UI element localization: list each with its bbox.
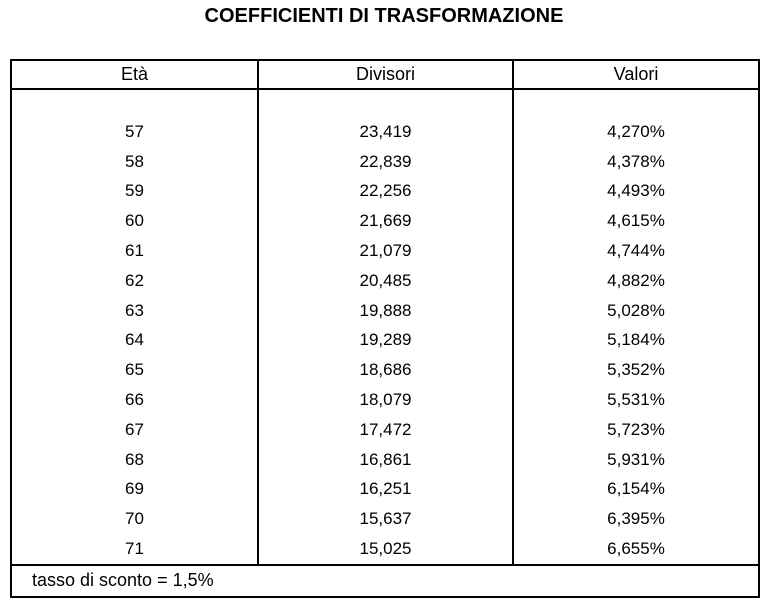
eta-cell: 63 — [10, 295, 259, 326]
eta-cell: 61 — [10, 236, 259, 266]
divisori-cell: 19,289 — [257, 325, 514, 356]
divisori-cell: 17,472 — [257, 414, 514, 445]
divisori-cell: 15,025 — [257, 534, 514, 565]
divisori-cell: 22,839 — [257, 146, 514, 177]
table-row: 57 23,419 4,270% — [10, 117, 760, 147]
valori-cell: 5,531% — [512, 385, 760, 415]
spacer-row — [10, 89, 760, 117]
divisori-cell: 15,637 — [257, 504, 514, 535]
table-row: 66 18,079 5,531% — [10, 385, 760, 415]
valori-cell: 4,615% — [512, 206, 760, 237]
divisori-cell: 19,888 — [257, 295, 514, 326]
valori-cell: 5,931% — [512, 444, 760, 475]
divisori-cell: 21,079 — [257, 236, 514, 266]
table-row: 63 19,888 5,028% — [10, 295, 760, 326]
header-row: Età Divisori Valori — [10, 59, 760, 90]
valori-cell: 4,270% — [512, 117, 760, 147]
table-row: 68 16,861 5,931% — [10, 444, 760, 475]
table-row: 62 20,485 4,882% — [10, 265, 760, 296]
divisori-cell: 18,686 — [257, 355, 514, 386]
valori-cell: 5,028% — [512, 295, 760, 326]
table-row: 69 16,251 6,154% — [10, 474, 760, 505]
spacer-cell — [512, 89, 760, 117]
eta-cell: 65 — [10, 355, 259, 386]
discount-rate-note: tasso di sconto = 1,5% — [10, 563, 760, 598]
eta-cell: 71 — [10, 534, 259, 565]
divisori-cell: 18,079 — [257, 385, 514, 415]
table-row: 71 15,025 6,655% — [10, 534, 760, 565]
valori-cell: 4,882% — [512, 265, 760, 296]
valori-cell: 4,378% — [512, 146, 760, 177]
valori-cell: 6,154% — [512, 474, 760, 505]
table-row: 59 22,256 4,493% — [10, 176, 760, 207]
eta-cell: 68 — [10, 444, 259, 475]
table-row: 61 21,079 4,744% — [10, 236, 760, 266]
eta-cell: 67 — [10, 414, 259, 445]
divisori-cell: 22,256 — [257, 176, 514, 207]
eta-cell: 70 — [10, 504, 259, 535]
valori-cell: 6,655% — [512, 534, 760, 565]
eta-cell: 64 — [10, 325, 259, 356]
footer-row: tasso di sconto = 1,5% — [10, 563, 760, 598]
eta-cell: 58 — [10, 146, 259, 177]
column-header-eta: Età — [10, 59, 259, 90]
eta-cell: 66 — [10, 385, 259, 415]
valori-cell: 6,395% — [512, 504, 760, 535]
divisori-cell: 21,669 — [257, 206, 514, 237]
transformation-coefficients-table: Età Divisori Valori 57 23,419 4,270% 58 22,8… — [10, 59, 760, 598]
table-row: 67 17,472 5,723% — [10, 414, 760, 445]
valori-cell: 5,723% — [512, 414, 760, 445]
table-row: 64 19,289 5,184% — [10, 325, 760, 356]
valori-cell: 4,493% — [512, 176, 760, 207]
table-row: 58 22,839 4,378% — [10, 146, 760, 177]
eta-cell: 57 — [10, 117, 259, 147]
eta-cell: 62 — [10, 265, 259, 296]
spacer-cell — [257, 89, 514, 117]
valori-cell: 5,352% — [512, 355, 760, 386]
divisori-cell: 23,419 — [257, 117, 514, 147]
eta-cell: 69 — [10, 474, 259, 505]
eta-cell: 59 — [10, 176, 259, 207]
divisori-cell: 20,485 — [257, 265, 514, 296]
divisori-cell: 16,251 — [257, 474, 514, 505]
valori-cell: 4,744% — [512, 236, 760, 266]
page-title: COEFFICIENTI DI TRASFORMAZIONE — [204, 5, 564, 27]
table-row: 70 15,637 6,395% — [10, 504, 760, 535]
table-row: 65 18,686 5,352% — [10, 355, 760, 386]
table-row: 60 21,669 4,615% — [10, 206, 760, 237]
valori-cell: 5,184% — [512, 325, 760, 356]
column-header-divisori: Divisori — [257, 59, 514, 90]
spacer-cell — [10, 89, 259, 117]
divisori-cell: 16,861 — [257, 444, 514, 475]
eta-cell: 60 — [10, 206, 259, 237]
column-header-valori: Valori — [512, 59, 760, 90]
